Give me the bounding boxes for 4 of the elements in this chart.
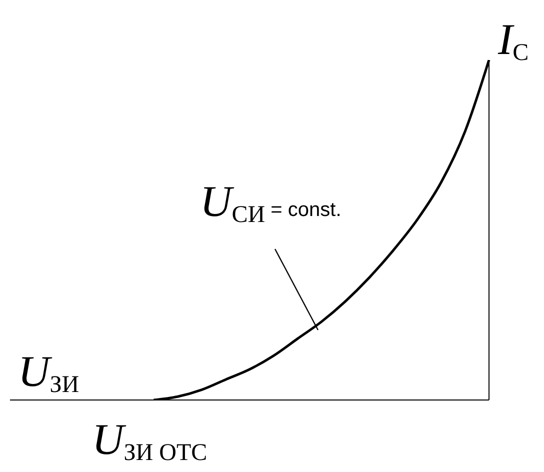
y-axis-title: I$_{C}$ xyxy=(498,15,529,66)
text: U$_{ЗИ ОТС}$ xyxy=(92,415,208,466)
x-axis-title: U$_{ЗИ}$ xyxy=(18,347,80,398)
annotation: U$_{СИ}$ = const. xyxy=(200,177,342,228)
